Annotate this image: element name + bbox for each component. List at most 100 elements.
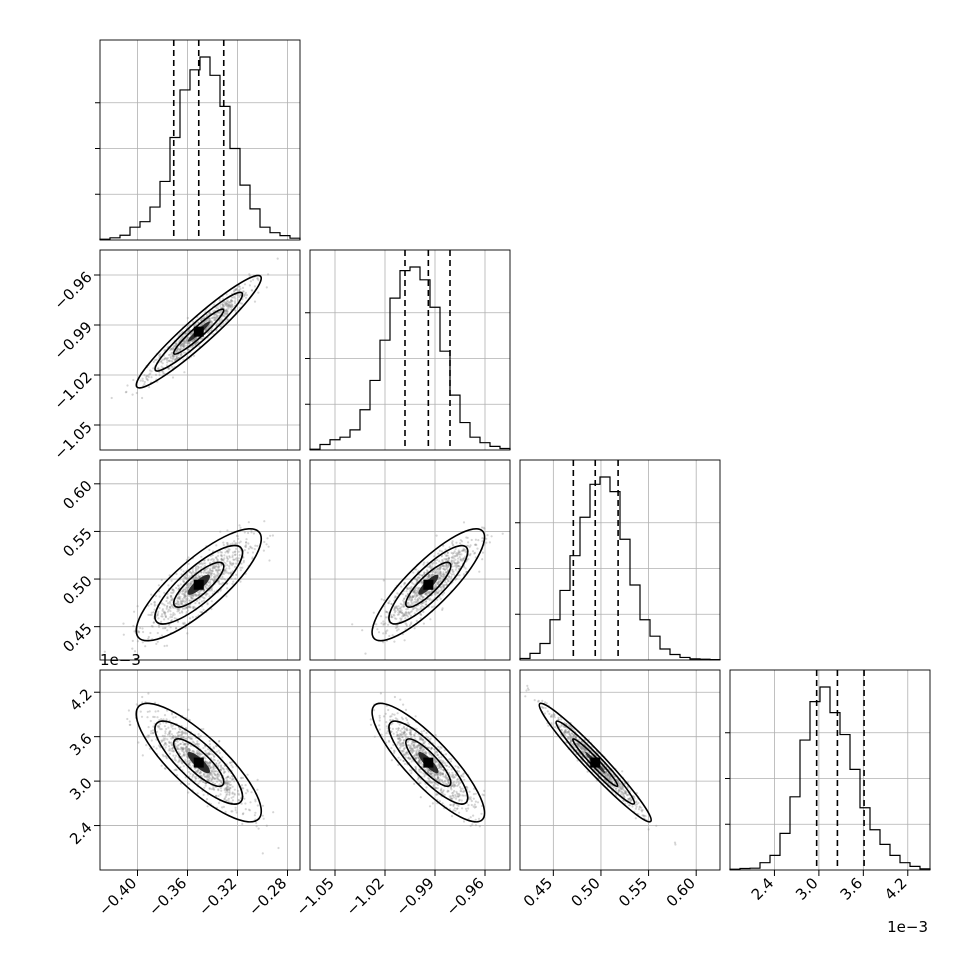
- scatter-point: [187, 586, 190, 589]
- scatter-point: [467, 541, 470, 544]
- scatter-point: [180, 601, 183, 605]
- scatter-point: [163, 644, 166, 648]
- scatter-point: [196, 752, 199, 755]
- scatter-point: [433, 748, 436, 751]
- scatter-point: [189, 570, 192, 573]
- scatter-point: [165, 607, 168, 610]
- scatter-point: [387, 601, 390, 605]
- scatter-point: [181, 622, 184, 625]
- scatter-point: [382, 599, 386, 602]
- scatter-point: [171, 347, 174, 350]
- scatter-point: [179, 353, 182, 356]
- scatter-point: [393, 611, 396, 614]
- scatter-point: [458, 793, 461, 797]
- scatter-point: [233, 290, 236, 293]
- scatter-point: [174, 602, 177, 605]
- scatter-point: [457, 795, 460, 798]
- scatter-point: [180, 343, 183, 346]
- scatter-point: [401, 735, 404, 739]
- scatter-point: [226, 557, 229, 560]
- scatter-point: [223, 315, 226, 318]
- scatter-point: [170, 605, 173, 608]
- scatter-point: [126, 717, 129, 721]
- scatter-point: [185, 750, 188, 753]
- scatter-point: [217, 801, 220, 805]
- scatter-point: [208, 568, 211, 572]
- scatter-point: [185, 338, 188, 342]
- scatter-point: [150, 613, 153, 616]
- scatter-point: [439, 746, 442, 749]
- scatter-point: [207, 779, 210, 782]
- scatter-point: [408, 604, 411, 607]
- scatter-point: [171, 592, 174, 595]
- scatter-point: [380, 622, 383, 625]
- scatter-point: [191, 580, 194, 583]
- scatter-point: [408, 744, 411, 747]
- scatter-point: [175, 355, 178, 359]
- scatter-point: [193, 338, 196, 341]
- scatter-point: [211, 774, 214, 777]
- scatter-point: [441, 593, 444, 596]
- scatter-point: [403, 601, 406, 604]
- scatter-point: [405, 625, 408, 628]
- scatter-point: [230, 571, 233, 574]
- scatter-point: [175, 602, 178, 605]
- scatter-point: [179, 345, 182, 348]
- scatter-point: [395, 605, 398, 608]
- scatter-point: [169, 613, 172, 616]
- scatter-point: [229, 304, 232, 307]
- scatter-point: [183, 595, 186, 599]
- scatter-point: [450, 768, 453, 771]
- scatter-point: [202, 746, 205, 750]
- scatter-point: [169, 616, 172, 619]
- scatter-point: [175, 357, 178, 360]
- scatter-point: [174, 742, 177, 745]
- scatter-point: [169, 741, 172, 744]
- scatter-point: [210, 788, 213, 791]
- scatter-point: [215, 556, 218, 559]
- scatter-point: [229, 543, 232, 546]
- scatter-point: [213, 318, 216, 322]
- scatter-point: [184, 737, 187, 740]
- scatter-point: [437, 745, 440, 748]
- scatter-point: [219, 305, 222, 308]
- scatter-point: [170, 733, 173, 736]
- scatter-point: [473, 803, 476, 806]
- scatter-point: [454, 797, 458, 800]
- scatter-point: [460, 553, 463, 556]
- scatter-point: [457, 766, 460, 770]
- scatter-point: [170, 596, 173, 599]
- scatter-point: [196, 742, 199, 745]
- scatter-point: [141, 396, 144, 400]
- scatter-point: [407, 602, 410, 605]
- scatter-point: [210, 578, 213, 581]
- scatter-point: [192, 607, 195, 610]
- scatter-point: [244, 784, 247, 787]
- scatter-point: [136, 605, 139, 608]
- scatter-point: [436, 558, 439, 561]
- scatter-point: [400, 585, 403, 588]
- scatter-point: [423, 561, 426, 564]
- scatter-point: [231, 305, 234, 308]
- scatter-point: [181, 344, 185, 347]
- scatter-point: [139, 379, 142, 382]
- scatter-point: [454, 558, 457, 561]
- scatter-point: [183, 743, 186, 746]
- scatter-point: [399, 698, 402, 701]
- scatter-point: [475, 543, 478, 547]
- scatter-point: [196, 341, 199, 344]
- scatter-point: [268, 559, 271, 562]
- scatter-point: [165, 644, 169, 647]
- scatter-point: [174, 602, 177, 605]
- scatter-point: [406, 588, 409, 591]
- scatter-point: [161, 734, 164, 737]
- scatter-point: [172, 590, 175, 593]
- scatter-point: [171, 735, 174, 738]
- scatter-point: [200, 571, 203, 574]
- scatter-panel-1-0: −1.05−1.02−0.99−0.96: [50, 249, 301, 463]
- scatter-point: [240, 562, 243, 565]
- scatter-point: [200, 565, 203, 569]
- scatter-point: [418, 759, 421, 762]
- scatter-point: [189, 596, 192, 599]
- scatter-point: [149, 613, 152, 617]
